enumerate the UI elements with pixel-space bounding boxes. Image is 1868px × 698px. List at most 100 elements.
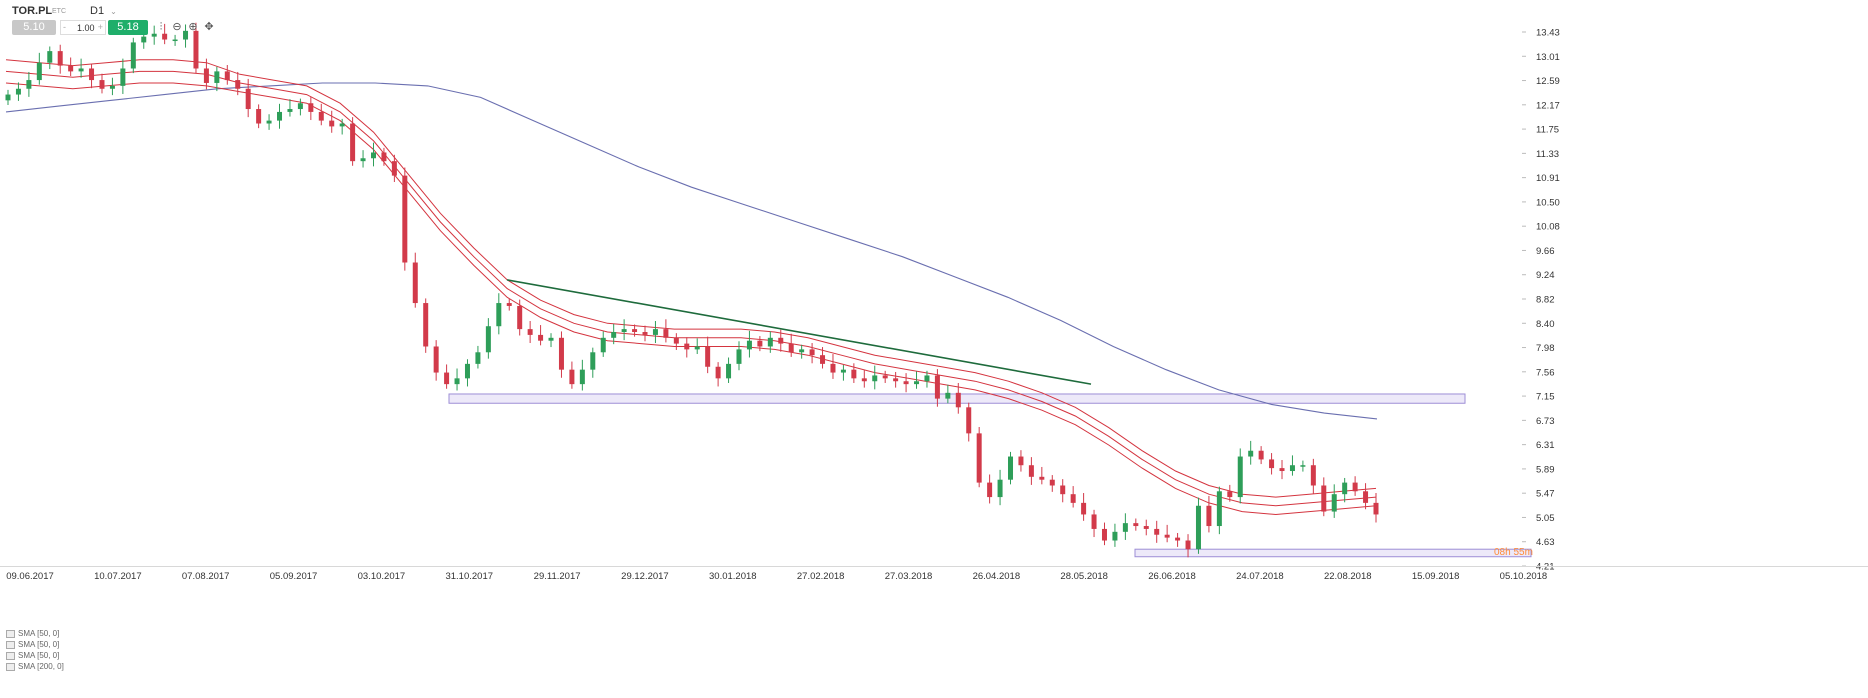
candle-bull [120, 68, 126, 86]
date-tick-label: 30.01.2018 [709, 571, 757, 582]
candle-bear [1101, 528, 1107, 541]
candle-bear [308, 103, 314, 112]
candle-bear [1060, 485, 1066, 495]
candle-bull [579, 369, 585, 385]
zoom-out-icon[interactable]: ⊖ [172, 21, 182, 33]
indicator-label: SMA [50, 0] [18, 651, 60, 660]
date-tick-label: 03.10.2017 [358, 571, 406, 582]
descending-trendline[interactable] [506, 279, 1092, 385]
lot-size-value[interactable]: 1.00 [77, 23, 95, 33]
indicator-row[interactable]: SMA [200, 0] [6, 661, 64, 672]
indicator-row[interactable]: SMA [50, 0] [6, 650, 64, 661]
instrument-toolbar: TOR.PL ЕТС D1 ⌄ 5.10 - 1.00 + 5.18 ⫶ ⊖ ⊕ … [0, 0, 320, 40]
sell-button[interactable]: 5.10 [12, 20, 56, 35]
candle-bear [851, 369, 857, 379]
symbol-label[interactable]: TOR.PL [12, 5, 53, 17]
price-tick-label: 9.66 [1536, 246, 1555, 257]
candle-bull [78, 68, 84, 72]
buy-button[interactable]: 5.18 [108, 20, 148, 35]
candle-bull [872, 375, 878, 382]
candle-bull [454, 378, 460, 385]
zoom-in-icon[interactable]: ⊕ [188, 21, 198, 33]
trendline[interactable] [506, 279, 1092, 385]
candle-bear [1164, 534, 1170, 538]
candle-bull [799, 349, 805, 353]
candle-bear [224, 71, 230, 81]
crosshair-icon[interactable]: ✥ [204, 21, 214, 33]
candle-bear [1352, 482, 1358, 492]
bar-chart-icon[interactable]: ⫶ [159, 21, 163, 33]
date-tick-label: 15.09.2018 [1412, 571, 1460, 582]
indicator-row[interactable]: SMA [50, 0] [6, 628, 64, 639]
candle-bear [788, 343, 794, 353]
lot-minus-button[interactable]: - [63, 22, 66, 32]
candle-bear [1279, 468, 1285, 472]
candle-bull [130, 42, 136, 69]
candle-bear [830, 363, 836, 373]
date-tick-label: 09.06.2017 [6, 571, 54, 582]
candle-bear [632, 329, 638, 333]
sma-50-mid-line [5, 70, 1377, 507]
candle-bear [381, 152, 387, 162]
timeframe-label: D1 [90, 5, 105, 17]
date-tick-label: 07.08.2017 [182, 571, 230, 582]
sma-50-lower-line [5, 82, 1377, 516]
candle-bull [36, 62, 42, 81]
candle-bull [1195, 505, 1201, 550]
candle-bear [1258, 450, 1264, 460]
candle-bear [1133, 523, 1139, 527]
sma-50-upper-line [5, 59, 1377, 498]
candle-bull [47, 51, 53, 63]
candle-bear [235, 80, 241, 89]
price-tick-label: 11.33 [1536, 149, 1559, 160]
candle-bull [1112, 531, 1118, 541]
candle-bear [1081, 502, 1087, 515]
candle-bear [68, 65, 74, 72]
candle-bull [475, 352, 481, 364]
candle-bull [277, 111, 283, 121]
candle-bull [109, 85, 115, 89]
indicator-settings-icon[interactable] [6, 640, 15, 649]
price-tick-label: 6.73 [1536, 416, 1555, 427]
candle-bear [987, 482, 993, 498]
candle-bear [433, 346, 439, 373]
indicator-label: SMA [50, 0] [18, 629, 60, 638]
candle-bull [1248, 450, 1254, 457]
lot-plus-button[interactable]: + [97, 22, 103, 32]
date-tick-label: 29.11.2017 [534, 571, 581, 582]
candle-bull [736, 349, 742, 364]
candle-bear [955, 392, 961, 408]
timeframe-select[interactable]: D1 ⌄ [90, 5, 117, 17]
candle-bear [1154, 528, 1160, 535]
candle-bear [966, 407, 972, 434]
candle-bear [809, 349, 815, 356]
candle-bear [861, 378, 867, 382]
candle-bear [256, 109, 262, 124]
lot-size-stepper[interactable]: - 1.00 + [60, 20, 106, 35]
candle-bear [517, 305, 523, 330]
indicator-row[interactable]: SMA [50, 0] [6, 639, 64, 650]
candle-bull [1008, 456, 1014, 480]
price-tick-label: 5.89 [1536, 464, 1555, 475]
candle-bull [621, 329, 627, 333]
candle-bear [1091, 514, 1097, 529]
indicator-settings-icon[interactable] [6, 651, 15, 660]
chevron-down-icon: ⌄ [110, 7, 117, 16]
price-tick-label: 13.01 [1536, 52, 1560, 63]
candle-bull [694, 346, 700, 350]
lower-zone[interactable] [1134, 548, 1532, 558]
indicator-list: SMA [50, 0] SMA [50, 0] SMA [50, 0] SMA … [6, 628, 64, 672]
indicator-settings-icon[interactable] [6, 629, 15, 638]
candle-bull [141, 36, 147, 43]
price-tick-label: 12.17 [1536, 100, 1560, 111]
candle-bear [1175, 537, 1181, 541]
price-tick-label: 13.43 [1536, 28, 1560, 39]
candle-bear [1206, 505, 1212, 527]
indicator-settings-icon[interactable] [6, 662, 15, 671]
candle-bull [1342, 482, 1348, 495]
price-tick-label: 7.56 [1536, 367, 1555, 378]
candle-bear [203, 68, 209, 83]
candle-bull [297, 103, 303, 110]
price-tick-label: 5.05 [1536, 513, 1555, 524]
